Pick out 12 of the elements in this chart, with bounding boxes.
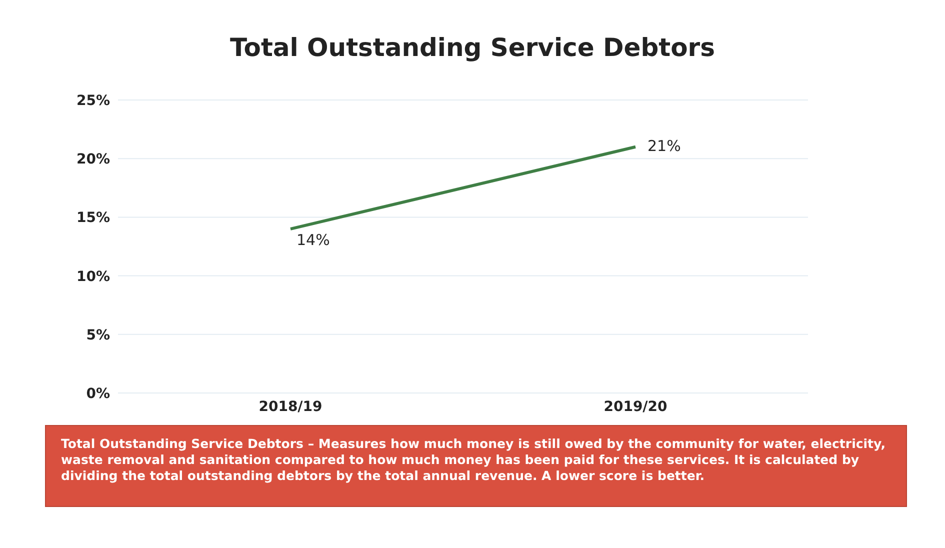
y-tick-label: 25% <box>76 92 110 109</box>
x-tick-label: 2018/19 <box>258 398 322 415</box>
y-tick-label: 15% <box>76 210 110 226</box>
y-tick-label: 10% <box>76 268 110 285</box>
y-tick-label: 20% <box>76 152 110 168</box>
y-tick-label: 0% <box>86 386 110 402</box>
data-label: 14% <box>296 230 330 249</box>
y-tick-label: 5% <box>86 327 110 344</box>
chart-title: Total Outstanding Service Debtors <box>229 33 716 62</box>
x-tick-label: 2019/20 <box>604 398 668 415</box>
text: Total Outstanding Service Debtors – Measures how much money is still owed by the community for water, electricity, waste removal and sanitation compared to how much money has been paid for these services. It is calculated by dividing the total outstanding debtors by the total annual revenue. A lower score is better. <box>45 425 907 507</box>
data-label: 21% <box>648 136 681 155</box>
